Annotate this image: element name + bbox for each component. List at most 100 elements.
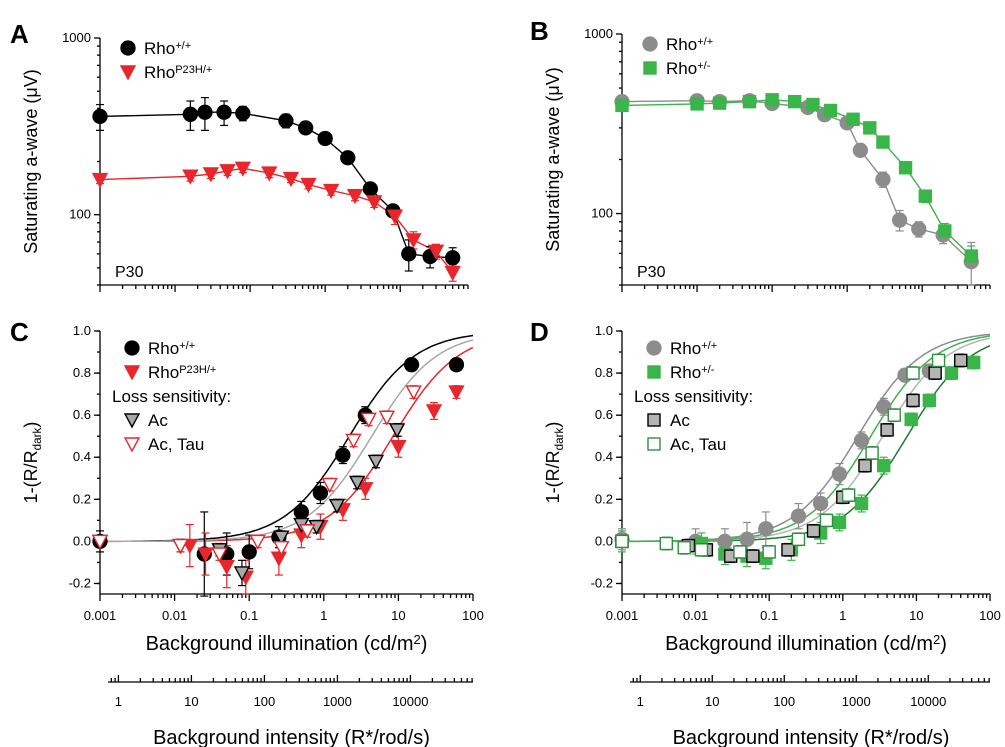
x-tick-label: 0.1	[760, 608, 778, 623]
data-point	[846, 112, 860, 126]
x2-axis-title: Background intensity (R*/rod/s)	[673, 727, 950, 747]
annotation-age: P30	[115, 264, 144, 281]
data-point	[445, 250, 461, 266]
data-point	[91, 534, 109, 550]
legend-label: Ac, Tau	[148, 435, 204, 454]
x-tick-label: 100	[979, 608, 1001, 623]
x-tick-label: 0.1	[240, 608, 258, 623]
y-tick-label: 0.8	[73, 365, 91, 380]
legend-marker	[646, 340, 662, 356]
legend-subheading: Loss sensitivity:	[112, 387, 231, 406]
data-point	[321, 477, 338, 494]
data-point	[182, 106, 199, 122]
x-tick-label: 0.001	[606, 608, 639, 623]
data-point	[806, 97, 820, 112]
data-point	[781, 543, 795, 557]
data-point	[249, 534, 266, 550]
legend-label: Ac	[670, 411, 690, 430]
data-point	[854, 496, 869, 511]
x-tick-label: 1	[839, 608, 846, 623]
legend-subheading: Loss sensitivity:	[634, 387, 753, 406]
legend-label: Ac	[148, 411, 168, 430]
series-line	[99, 167, 454, 274]
panel-label: C	[10, 317, 29, 347]
data-point	[906, 393, 920, 408]
legend-marker	[123, 365, 141, 381]
data-point	[790, 508, 807, 524]
data-point	[746, 549, 760, 563]
data-point	[345, 433, 362, 449]
data-point	[378, 410, 396, 426]
data-point	[390, 440, 407, 456]
data-point	[335, 447, 351, 463]
x2-tick-label: 10000	[392, 694, 428, 709]
data-point	[293, 504, 309, 520]
data-point	[812, 495, 829, 512]
data-point	[739, 531, 755, 547]
data-point	[791, 532, 806, 546]
data-point	[282, 171, 300, 188]
data-point	[841, 488, 856, 502]
x-axis-title: Background illumination (cd/m2)	[146, 632, 428, 655]
y-axis-label: 1-(R/Rdark)	[21, 422, 44, 504]
data-point	[448, 385, 465, 401]
data-point	[880, 423, 894, 437]
x2-tick-label: 1	[637, 694, 644, 709]
x-tick-label: 0.001	[84, 608, 117, 623]
legend-label: Rho+/-	[666, 59, 711, 78]
data-point	[346, 189, 364, 205]
legend-marker	[642, 36, 658, 52]
data-point	[241, 544, 257, 560]
y-axis-title: 1-(R/Rdark)	[21, 422, 44, 504]
data-point	[322, 183, 340, 200]
y-tick-label: 0.0	[73, 533, 91, 548]
y-axis-title: 1-(R/Rdark)	[543, 422, 566, 504]
annotation-age: P30	[637, 264, 666, 281]
data-point	[928, 366, 942, 380]
data-point	[172, 538, 189, 555]
data-point	[659, 536, 674, 551]
data-point	[819, 513, 834, 528]
data-point	[273, 530, 290, 546]
data-point	[233, 566, 251, 582]
legend-marker	[120, 40, 136, 56]
data-point	[273, 541, 290, 557]
data-point	[891, 212, 908, 228]
data-point	[405, 385, 422, 401]
y-tick-label: 1000	[584, 26, 613, 41]
data-point	[615, 534, 629, 549]
x2-tick-label: 10	[184, 694, 198, 709]
data-point	[386, 209, 404, 225]
data-point	[788, 94, 802, 109]
legend-label: Rho+/+	[144, 39, 191, 58]
y-tick-label: 0.2	[73, 491, 91, 506]
y-tick-label: 0.8	[595, 365, 613, 380]
legend-label: Rho+/+	[148, 339, 195, 358]
data-point	[401, 246, 417, 262]
data-point	[765, 93, 779, 107]
y-axis-title: Saturating a-wave (μV)	[543, 67, 563, 251]
data-point	[219, 164, 236, 180]
data-point	[904, 412, 918, 427]
y-tick-label: 100	[591, 206, 613, 221]
data-point	[300, 177, 317, 194]
data-point	[954, 353, 968, 368]
data-point	[931, 353, 946, 368]
x2-tick-label: 1	[115, 694, 122, 709]
x2-tick-label: 100	[773, 694, 795, 709]
y-axis-label: Saturating a-wave (μV)	[21, 69, 41, 253]
legend-label: RhoP23H/+	[144, 63, 212, 82]
data-point	[677, 541, 691, 555]
data-point	[444, 265, 461, 282]
x2-tick-label: 10	[705, 694, 719, 709]
data-point	[182, 169, 199, 185]
data-point	[875, 171, 891, 188]
data-point	[278, 113, 294, 129]
y-tick-label: 0.4	[73, 449, 91, 464]
data-point	[733, 545, 747, 559]
data-point	[944, 366, 959, 380]
x-tick-label: 0.01	[683, 608, 708, 623]
panel-A: A 100 1000 Saturating a-wave (μV) P30 Rho+/+ R…	[10, 19, 469, 292]
y-tick-label: 1.0	[73, 323, 91, 338]
